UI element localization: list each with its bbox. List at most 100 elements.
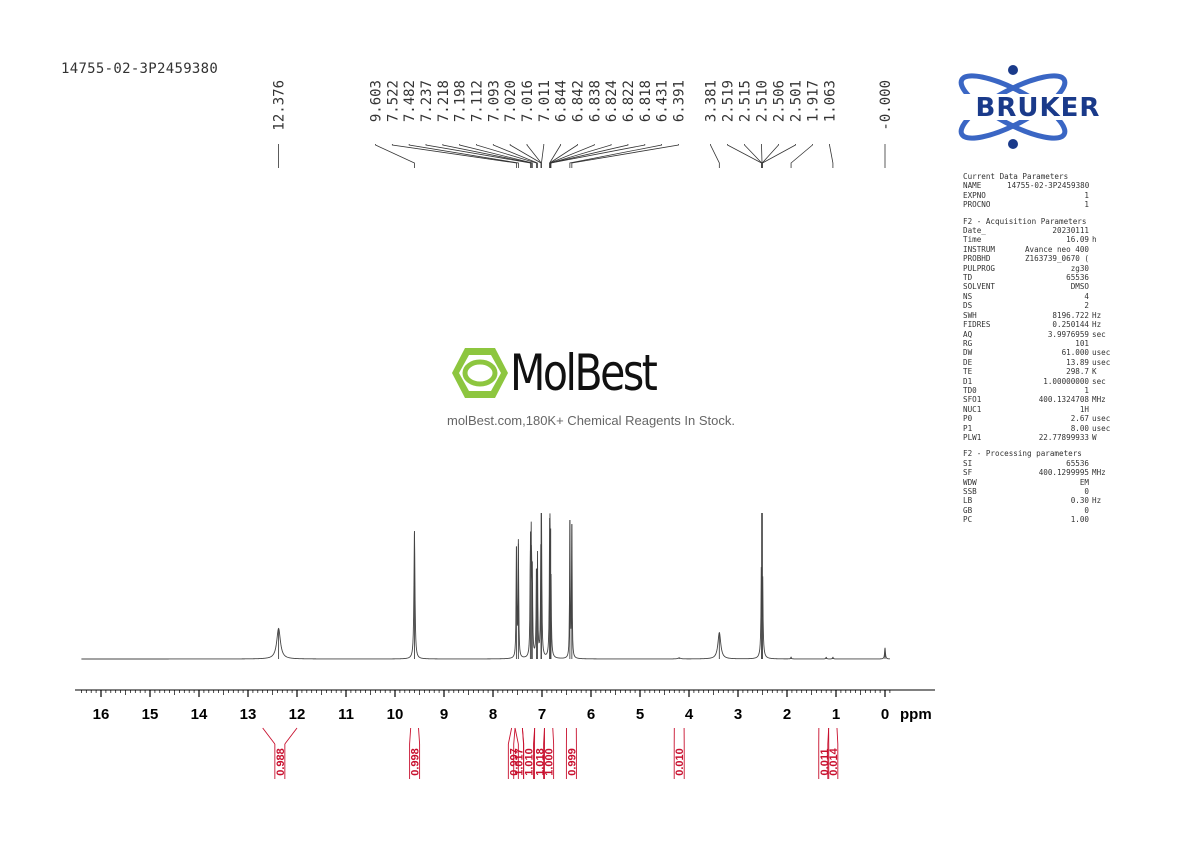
x-tick-label: 6 [587,706,595,723]
parameter-key: GB [963,505,973,515]
parameter-key: SWH [963,310,977,320]
peak-label-connector [550,144,646,168]
peak-label: 1.063 [823,80,839,122]
parameter-value: 65536 [1066,458,1089,468]
peak-label: 6.842 [570,80,586,122]
parameter-value: 13.89 [1066,357,1089,367]
parameter-unit [1089,273,1092,282]
parameter-unit [1089,282,1092,291]
logo-dot-top [1008,65,1018,75]
parameter-key: NS [963,291,973,301]
peak-label: 6.844 [554,80,570,122]
parameter-key: DS [963,301,973,311]
integral-bracket [262,727,298,745]
integral-value: 1.017 [514,748,526,776]
x-tick-label: 14 [191,706,208,723]
logo-dot-bottom [1008,139,1018,149]
peak-label: 6.391 [671,80,687,122]
parameter-row: P0 2.67 usec [963,414,1118,423]
peak-label-connector [459,144,533,168]
parameter-row: NUC1 1H [963,405,1118,414]
parameter-value: 1 [1084,200,1089,210]
peak-label-connector [571,144,679,168]
parameter-key: Time [963,235,982,245]
logo-orbit-1 [958,73,1068,141]
parameter-value: 1.00 [1070,515,1089,525]
parameter-value: DMSO [1070,282,1089,292]
parameter-group-heading: F2 - Processing parameters [963,449,1082,459]
parameter-row: D1 1.00000000 sec [963,377,1118,386]
parameter-unit [1089,478,1092,487]
parameter-row: PLW1 22.77899933 W [963,433,1118,442]
integral-bracket [534,727,545,745]
peak-label-connector [727,144,762,168]
peak-label: 7.093 [486,80,502,122]
parameter-key: DE [963,357,973,367]
parameter-key: PROCNO [963,200,991,210]
logo-text-backdrop [957,94,1119,120]
parameter-row: EXPNO 1 [963,191,1118,200]
parameter-row: GB 0 [963,506,1118,515]
parameter-unit [1089,487,1092,496]
parameter-row: FIDRES 0.250144 Hz [963,320,1118,329]
peak-label: 6.824 [604,80,620,122]
peak-label: 7.482 [402,80,418,122]
parameter-value: 400.1324708 [1038,395,1089,405]
peak-label: 7.016 [520,80,536,122]
sample-id: 14755-02-3P2459380 [61,61,219,77]
peak-label: 9.603 [369,80,385,122]
parameter-key: WDW [963,477,977,487]
parameter-value: 400.1299995 [1038,468,1089,478]
parameter-key: FIDRES [963,320,991,330]
integral-value: 0.014 [828,747,840,775]
peak-label: 1.917 [806,80,822,122]
logo-orbit-2 [958,73,1068,141]
parameter-unit [1089,191,1092,200]
peak-label: 2.515 [738,80,754,122]
parameter-row: NS 4 [963,292,1118,301]
logo-wordmark: BRUKER [976,93,1101,123]
peak-label-connector [569,144,663,168]
peak-label: 7.020 [503,80,519,122]
parameter-row: PROBHD Z163739_0670 ( [963,254,1118,263]
parameter-key: SOLVENT [963,282,996,292]
parameter-row: PC 1.00 [963,515,1118,524]
x-tick-label: 8 [489,706,497,723]
parameter-unit: usec [1092,414,1111,424]
spectrum-trace [81,513,890,660]
parameter-group: Current Data Parameters NAME 14755-02-3P24… [963,172,1118,210]
peak-label-connector [492,144,538,168]
peak-label: 7.522 [385,80,401,122]
peak-label-connector [790,144,813,168]
parameter-value: 1.00000000 [1043,376,1089,386]
parameter-value: 2 [1084,301,1089,311]
peak-label-connector [476,144,537,168]
parameter-value: 0 [1084,505,1089,515]
peak-label: -0.000 [878,80,894,131]
integral-bracket [409,727,421,745]
integral-value: 0.997 [508,748,520,776]
parameter-unit: Hz [1092,496,1102,506]
peak-label-connector [442,144,532,168]
parameter-row: TD0 1 [963,386,1118,395]
parameter-key: EXPNO [963,190,986,200]
parameter-group-heading: F2 - Acquisition Parameters [963,216,1087,226]
parameter-value: 3.9976959 [1047,329,1089,339]
parameter-row: P1 8.00 usec [963,424,1118,433]
parameter-key: NUC1 [963,404,982,414]
parameter-row: PULPROG zg30 [963,264,1118,273]
x-tick-label: 15 [142,706,159,723]
integral-value: 0.010 [674,748,686,776]
parameter-row: TD 65536 [963,273,1118,282]
parameter-unit: usec [1092,423,1111,433]
watermark: MolBest molBest.com,180K+ Chemical Reage… [430,340,760,440]
parameter-unit [1089,181,1092,190]
peak-label: 7.112 [469,80,485,122]
parameter-key: TD [963,273,973,283]
peak-label: 3.381 [704,80,720,122]
parameter-unit [1089,301,1092,310]
x-axis-label: ppm [900,706,932,723]
parameter-unit: MHz [1092,395,1106,405]
parameter-key: PROBHD [963,254,991,264]
